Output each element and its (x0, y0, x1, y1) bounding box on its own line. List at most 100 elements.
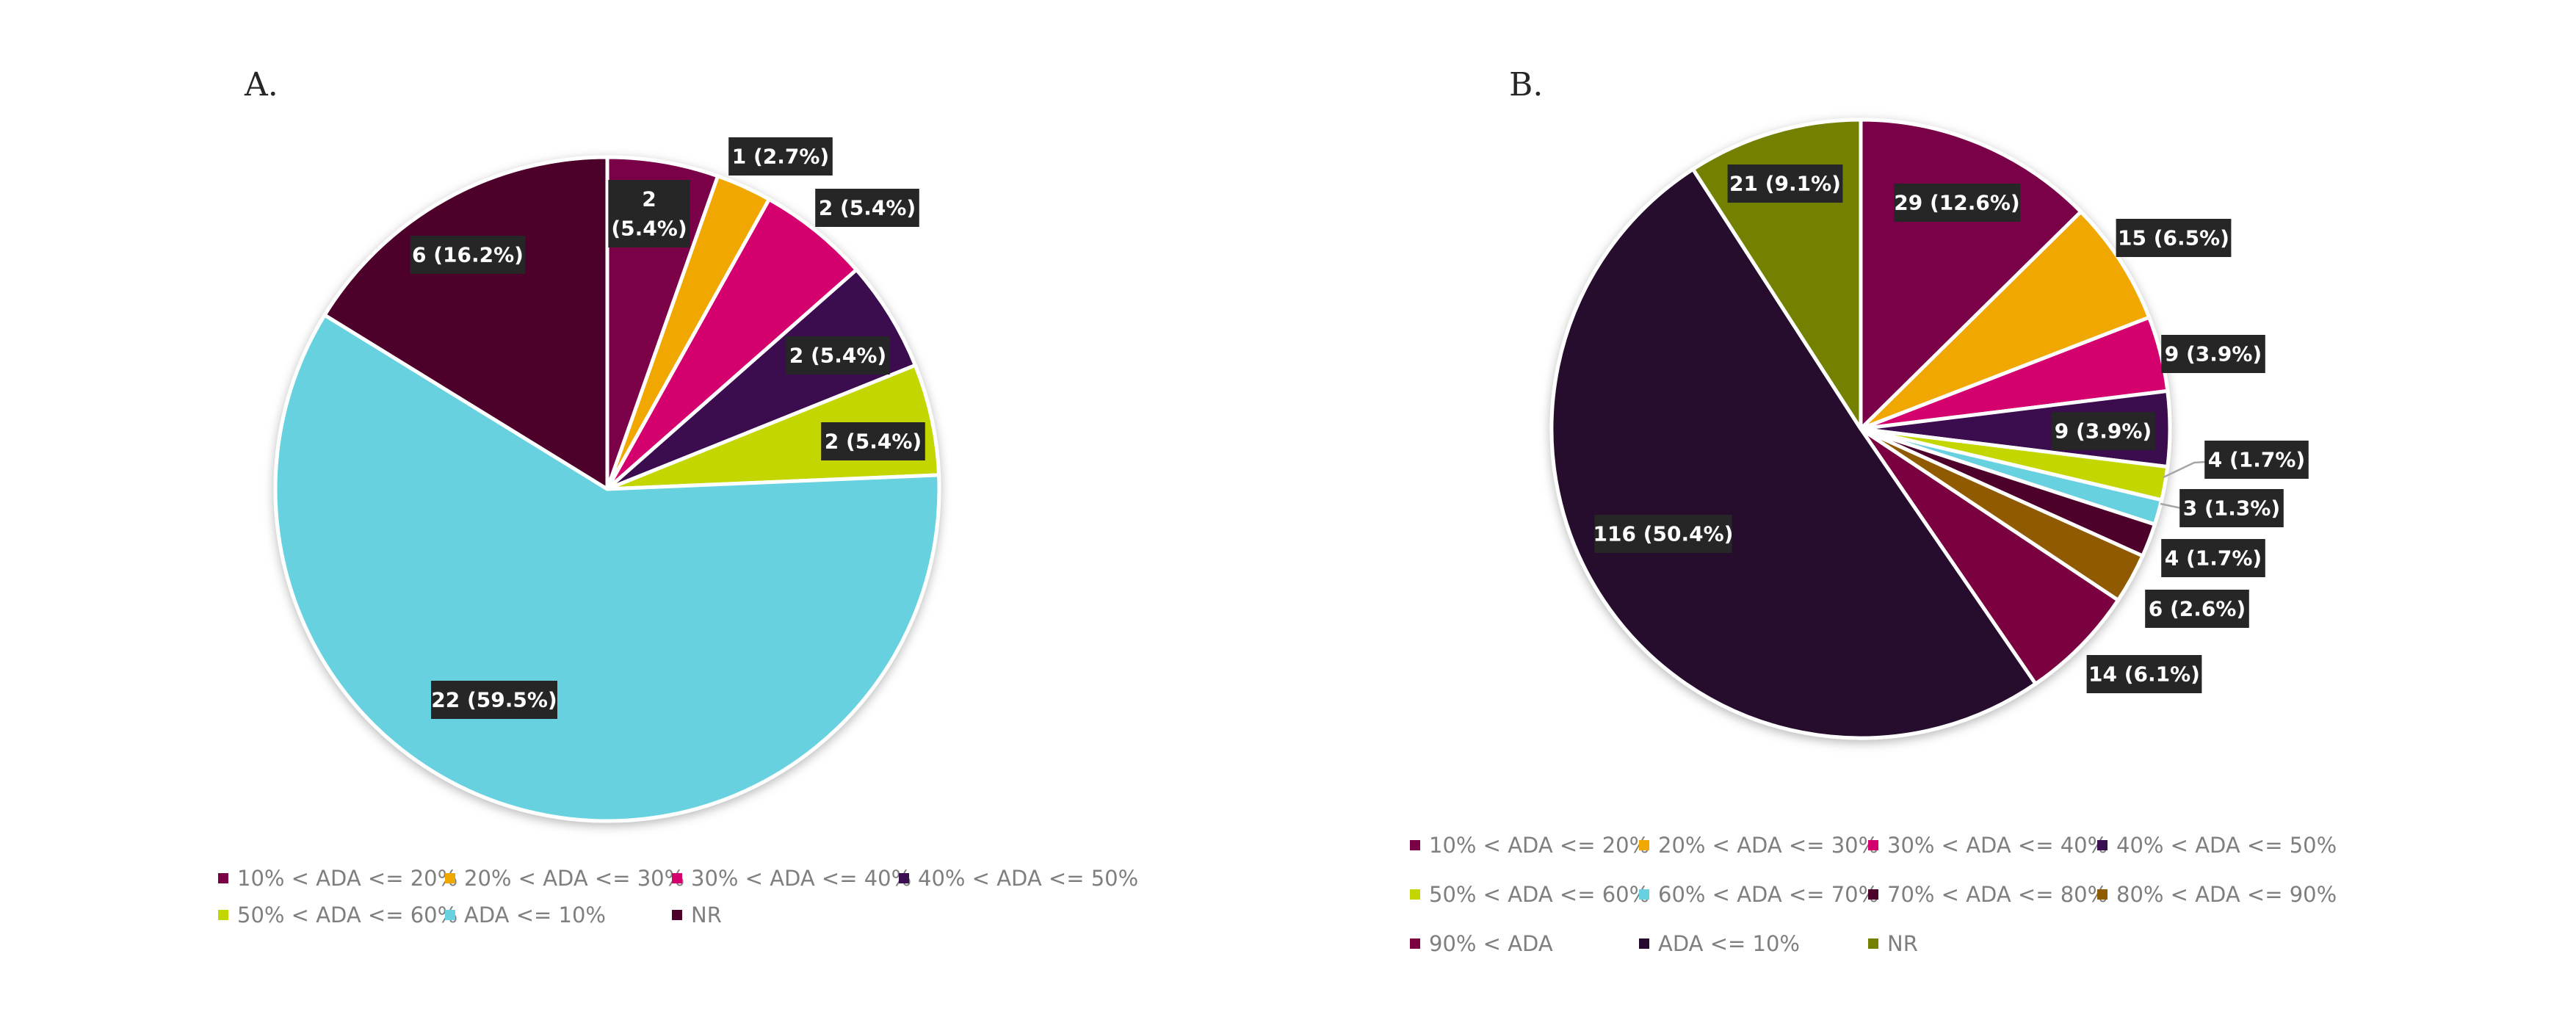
data-label-50-ada-60: 4 (1.7%) (2204, 441, 2309, 479)
legend-label: 10% < ADA <= 20% (237, 866, 457, 891)
legend-swatch (672, 910, 682, 920)
data-label-nr-box (1727, 164, 1843, 203)
legend-label: 20% < ADA <= 30% (1658, 833, 1878, 858)
legend-label: 50% < ADA <= 60% (1429, 882, 1649, 907)
data-label-10-ada-20-box (1894, 184, 2020, 222)
pie-chart-a: 2 (5.4%) 1 (2.7%) 2 (5.4%) 2 (5.4%) 2 (5.4%) 2… (273, 137, 941, 823)
legend-label: 40% < ADA <= 50% (918, 866, 1138, 891)
data-label-30-ada-40-text: 2 (5.4%) (819, 196, 916, 220)
legend-item-20-ada-30: 20% < ADA <= 30% (445, 866, 684, 891)
legend-item-50-ada-60: 50% < ADA <= 60% (218, 903, 457, 927)
legend-swatch (1868, 938, 1878, 949)
data-label-10-ada-20-box (608, 180, 690, 247)
data-label-40-ada-50-text: 9 (3.9%) (2055, 419, 2152, 444)
data-label-20-ada-30-text: 15 (6.5%) (2118, 226, 2229, 250)
legend-item-10-ada-20: 10% < ADA <= 20% (1410, 833, 1649, 858)
data-label-ada-10-text: 22 (59.5%) (431, 688, 557, 712)
legend-item-80-ada-90: 80% < ADA <= 90% (2097, 882, 2337, 907)
legend-label: NR (1887, 931, 1918, 956)
data-label-30-ada-40-box (815, 189, 919, 227)
data-label-nr: 6 (16.2%) (410, 236, 526, 274)
data-label-60-ada-70: 3 (1.3%) (2179, 489, 2284, 527)
pie-slice-30-ada-40 (605, 197, 858, 491)
data-label-80-ada-90-text: 6 (2.6%) (2149, 597, 2246, 621)
data-label-20-ada-30: 15 (6.5%) (2116, 219, 2232, 257)
data-label-ada-10: 116 (50.4%) (1593, 515, 1734, 553)
data-label-90-ada-text: 14 (6.1%) (2088, 662, 2200, 687)
data-label-20-ada-30: 1 (2.7%) (728, 137, 833, 176)
data-label-40-ada-50-text: 2 (5.4%) (789, 344, 886, 368)
legend-item-ada-10: ADA <= 10% (1639, 931, 1800, 956)
legend-item-10-ada-20: 10% < ADA <= 20% (218, 866, 457, 891)
data-label-ada-10: 22 (59.5%) (431, 681, 557, 719)
legend-label: ADA <= 10% (1658, 931, 1800, 956)
pieA-slices (273, 155, 941, 823)
legend-item-90-ada: 90% < ADA (1410, 931, 1553, 956)
data-label-70-ada-80: 4 (1.7%) (2161, 539, 2265, 577)
legend-label: 20% < ADA <= 30% (464, 866, 684, 891)
data-label-90-ada: 14 (6.1%) (2086, 655, 2202, 693)
legend-item-30-ada-40: 30% < ADA <= 40% (672, 866, 911, 891)
legend-swatch (2097, 840, 2108, 850)
legend-label: 70% < ADA <= 80% (1887, 882, 2108, 907)
legend-label: 30% < ADA <= 40% (691, 866, 911, 891)
legend-item-50-ada-60: 50% < ADA <= 60% (1410, 882, 1649, 907)
legend-item-40-ada-50: 40% < ADA <= 50% (2097, 833, 2337, 858)
legend-swatch (1410, 938, 1420, 949)
legend-swatch (1868, 889, 1878, 900)
data-label-50-ada-60-text: 4 (1.7%) (2208, 448, 2305, 472)
legend-item-nr: NR (672, 903, 722, 927)
legend-item-70-ada-80: 70% < ADA <= 80% (1868, 882, 2108, 907)
legend-swatch (1639, 840, 1649, 850)
legend-swatch (1639, 938, 1649, 949)
data-label-ada-10-box (1594, 515, 1732, 553)
data-label-90-ada-box (2086, 655, 2202, 693)
legend-swatch (218, 873, 228, 883)
data-label-ada-10-text: 116 (50.4%) (1593, 522, 1734, 546)
data-label-50-ada-60-box (2204, 441, 2309, 479)
legend-label: NR (691, 903, 722, 927)
legend-item-60-ada-70: 60% < ADA <= 70% (1639, 882, 1878, 907)
legend-swatch (2097, 889, 2108, 900)
data-label-nr-box (410, 236, 526, 274)
legend-item-nr: NR (1868, 931, 1918, 956)
data-label-30-ada-40: 2 (5.4%) (815, 189, 919, 227)
data-label-30-ada-40: 9 (3.9%) (2161, 335, 2265, 373)
data-label-10-ada-20: 2 (5.4%) (608, 180, 690, 247)
data-label-nr-text: 6 (16.2%) (412, 243, 524, 267)
data-label-ada-10-box (431, 681, 557, 719)
legend-b: 10% < ADA <= 20% 20% < ADA <= 30% 30% < AD… (1410, 833, 2337, 956)
panel-label-b: B. (1509, 66, 1543, 104)
data-label-80-ada-90-box (2145, 590, 2249, 628)
data-label-20-ada-30-box (2116, 219, 2232, 257)
legend-swatch (1410, 889, 1420, 900)
legend-label: 10% < ADA <= 20% (1429, 833, 1649, 858)
data-label-80-ada-90: 6 (2.6%) (2145, 590, 2249, 628)
legend-item-ada-10: ADA <= 10% (445, 903, 606, 927)
data-label-70-ada-80-box (2161, 539, 2265, 577)
data-label-40-ada-50: 9 (3.9%) (2051, 412, 2155, 450)
data-label-50-ada-60-box (821, 422, 925, 460)
legend-label: 30% < ADA <= 40% (1887, 833, 2108, 858)
legend-label: 90% < ADA (1429, 931, 1553, 956)
legend-a: 10% < ADA <= 20% 20% < ADA <= 30% 30% < AD… (218, 866, 1138, 927)
legend-item-20-ada-30: 20% < ADA <= 30% (1639, 833, 1878, 858)
legend-swatch (218, 910, 228, 920)
data-label-10-ada-20: 29 (12.6%) (1894, 184, 2020, 222)
pieB-slices (1549, 117, 2172, 740)
pie-slice-ada-10 (1549, 167, 2038, 740)
data-label-nr-text: 21 (9.1%) (1729, 172, 1841, 196)
data-label-50-ada-60: 2 (5.4%) (821, 422, 925, 460)
legend-swatch (445, 873, 455, 883)
data-label-30-ada-40-box (2161, 335, 2265, 373)
data-label-40-ada-50-box (786, 336, 890, 375)
legend-label: 50% < ADA <= 60% (237, 903, 457, 927)
data-label-20-ada-30-box (728, 137, 833, 176)
pie-slice-nr (322, 155, 609, 491)
data-label-40-ada-50: 2 (5.4%) (786, 336, 890, 375)
pie-slice-20-ada-30 (1859, 209, 2152, 431)
data-label-30-ada-40-text: 9 (3.9%) (2165, 342, 2262, 366)
data-label-70-ada-80-text: 4 (1.7%) (2165, 546, 2262, 571)
legend-item-30-ada-40: 30% < ADA <= 40% (1868, 833, 2108, 858)
